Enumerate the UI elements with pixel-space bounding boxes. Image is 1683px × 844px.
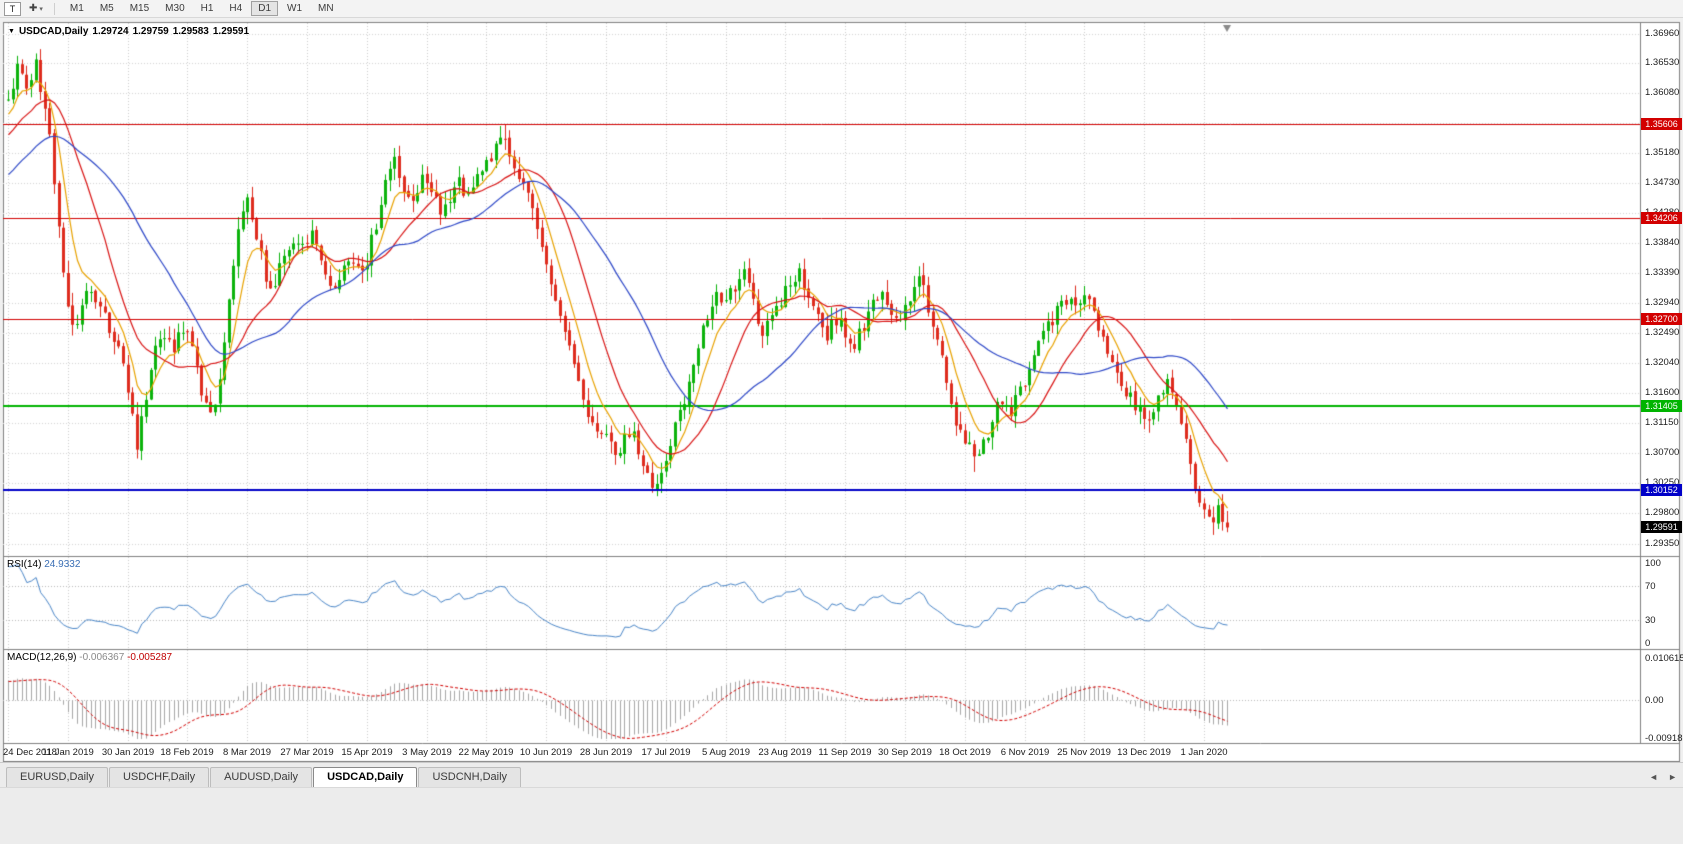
status-bar xyxy=(0,787,1683,844)
chart-area: ▼ USDCAD,Daily 1.29724 1.29759 1.29583 1.2959… xyxy=(0,18,1683,762)
timeframe-h1-button[interactable]: H1 xyxy=(200,3,214,14)
timeframe-m5-button[interactable]: M5 xyxy=(99,3,114,14)
timeframe-m30-button[interactable]: M30 xyxy=(165,3,185,14)
timeframe-h4-button[interactable]: H4 xyxy=(229,3,243,14)
crosshair-icon: ✚ xyxy=(29,3,38,14)
top-toolbar: T ✚ ▾ M1 M5 M15 M30 H1 H4 D1 W1 MN xyxy=(0,0,1683,18)
candlestick-chart-canvas[interactable] xyxy=(0,18,1683,762)
toolbar-separator xyxy=(53,2,55,15)
tab-scroll-left-button[interactable]: ◄ xyxy=(1649,772,1659,782)
tab-usdcad-daily[interactable]: USDCAD,Daily xyxy=(313,767,418,787)
timeframe-mn-button[interactable]: MN xyxy=(318,3,334,14)
tab-navigation: ◄ ► xyxy=(1649,772,1677,782)
tab-audusd-daily[interactable]: AUDUSD,Daily xyxy=(210,767,313,787)
timeframe-d1-button[interactable]: D1 xyxy=(251,1,279,16)
tab-usdchf-daily[interactable]: USDCHF,Daily xyxy=(108,767,210,787)
timeframe-m15-button[interactable]: M15 xyxy=(129,3,150,14)
tab-eurusd-daily[interactable]: EURUSD,Daily xyxy=(6,767,108,787)
chevron-down-icon: ▾ xyxy=(39,5,43,13)
text-tool-button[interactable]: T xyxy=(4,1,21,16)
crosshair-tool-button[interactable]: ✚ ▾ xyxy=(26,3,46,14)
timeframe-m1-button[interactable]: M1 xyxy=(69,3,84,14)
tab-usdcnh-daily[interactable]: USDCNH,Daily xyxy=(418,767,522,787)
tab-scroll-right-button[interactable]: ► xyxy=(1668,772,1677,782)
timeframe-w1-button[interactable]: W1 xyxy=(287,3,303,14)
chart-tabs-bar: EURUSD,Daily USDCHF,Daily AUDUSD,Daily U… xyxy=(0,762,1683,787)
